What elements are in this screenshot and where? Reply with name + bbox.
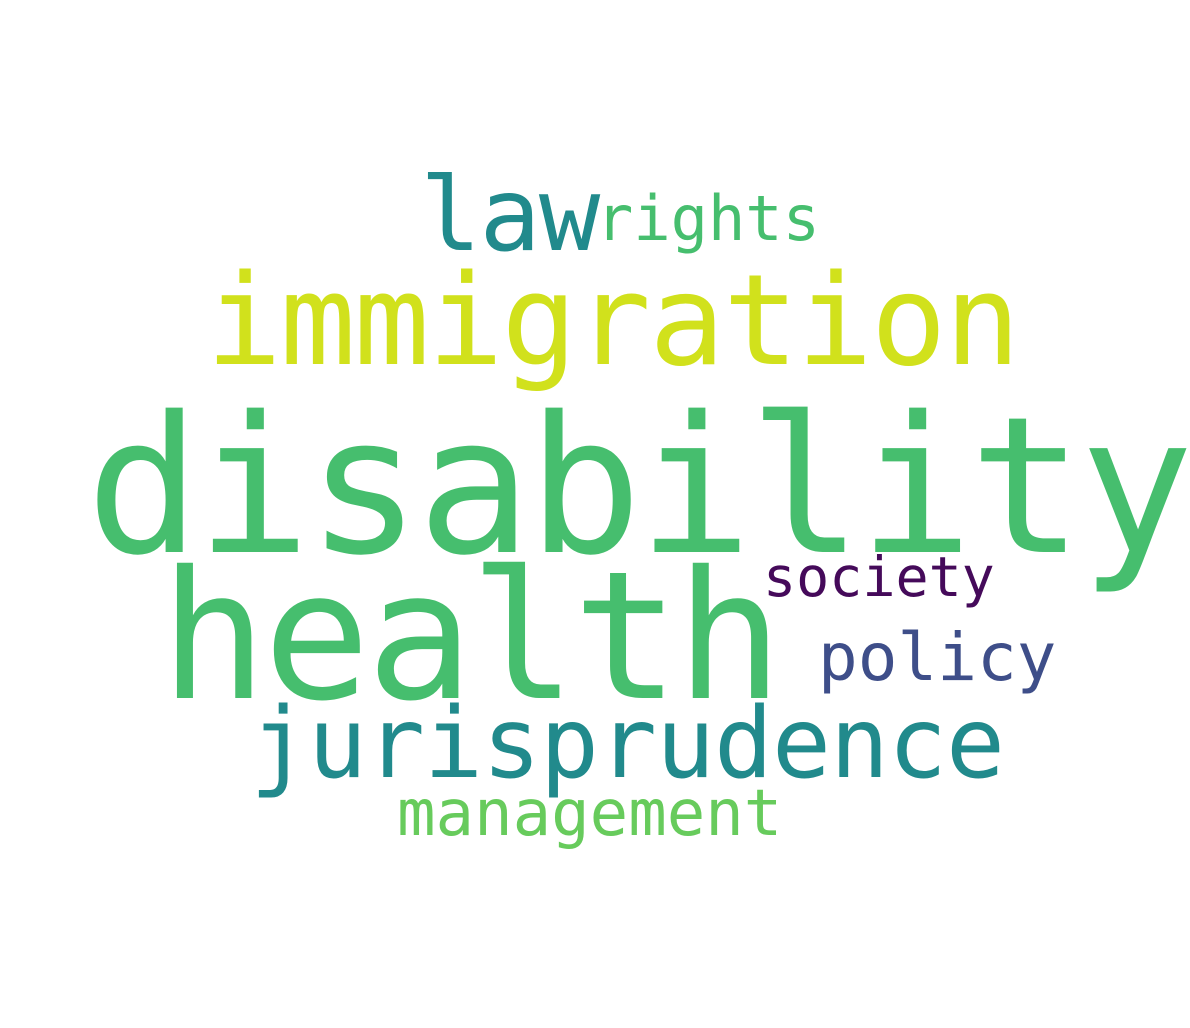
word-immigration: immigration: [206, 247, 1020, 394]
word-jurisprudence: jurisprudence: [250, 687, 1005, 801]
word-rights: rights: [596, 182, 820, 255]
word-management: management: [397, 777, 783, 851]
word-policy: policy: [818, 619, 1057, 696]
word-disability: disability: [86, 376, 1190, 597]
word-society: society: [763, 545, 995, 609]
word-law: law: [420, 156, 600, 275]
word-health: health: [160, 533, 783, 740]
